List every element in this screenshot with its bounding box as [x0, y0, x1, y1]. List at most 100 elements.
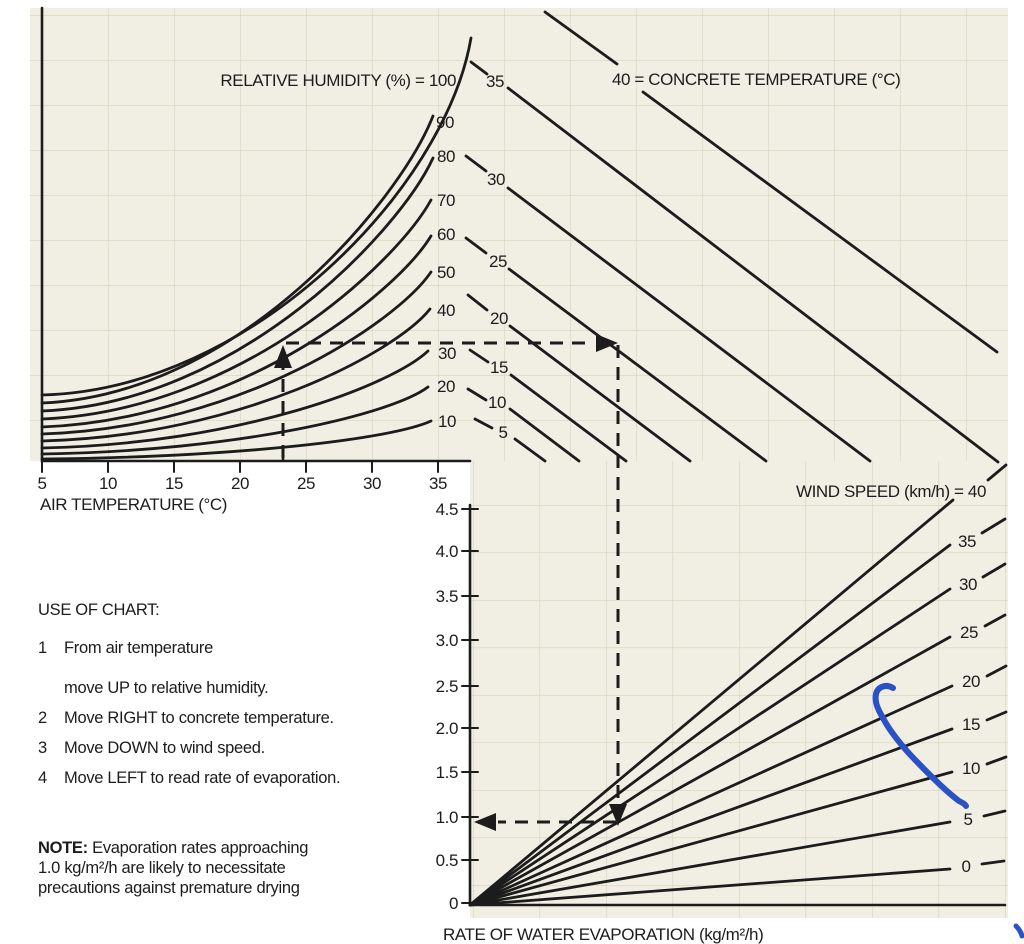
evap-tick-0.5: 0.5 — [436, 851, 458, 870]
concrete-label-30: 30 — [487, 170, 505, 189]
concrete-line-30 — [464, 154, 872, 463]
hand-drawn-annotation — [872, 683, 969, 809]
down-arrow-icon — [609, 804, 627, 826]
humidity-curve-30 — [40, 349, 430, 450]
humidity-curve-70 — [40, 198, 433, 421]
item-2-number: 2 — [38, 709, 47, 727]
concrete-label-20: 20 — [490, 309, 508, 328]
air-temp-tick-10: 10 — [99, 474, 117, 493]
wind-label-20: 20 — [962, 672, 980, 691]
wind-label-25: 25 — [960, 623, 978, 642]
humidity-curve-80 — [40, 156, 435, 413]
note-line-2: 1.0 kg/m²/h are likely to necessitate — [38, 859, 286, 877]
humidity-label-90: 90 — [436, 113, 454, 132]
evap-tick-2.0: 2.0 — [436, 719, 458, 738]
wind-line-15 — [468, 710, 1008, 907]
wind-line-0 — [468, 859, 1006, 907]
top-chart: RELATIVE HUMIDITY (%) = 100 40 = CONCRET… — [37, 6, 1000, 514]
concrete-label-15: 15 — [490, 358, 508, 377]
concrete-temp-lines — [464, 10, 1000, 464]
humidity-title: RELATIVE HUMIDITY (%) = 100 — [220, 71, 456, 90]
evap-tick-2.5: 2.5 — [436, 677, 458, 696]
humidity-curve-60 — [40, 234, 433, 429]
instruction-item-1: 1 From air temperature move UP to relati… — [38, 638, 418, 698]
evap-tick-3.5: 3.5 — [436, 587, 458, 606]
air-temp-ticks — [41, 460, 439, 473]
bottom-paper-grid — [470, 461, 1008, 918]
concrete-line-35 — [469, 60, 1000, 464]
annotation-edge-mark — [1013, 923, 1024, 939]
evap-tick-1.5: 1.5 — [436, 763, 458, 782]
bottom-chart: WIND SPEED (km/h) = 40 35 30 25 20 15 10… — [436, 463, 1008, 944]
item-1-line-1: From air temperature — [64, 639, 213, 657]
instruction-item-3: 3 Move DOWN to wind speed. — [38, 738, 418, 758]
evap-tick-4.0: 4.0 — [436, 542, 458, 561]
air-temp-tick-15: 15 — [165, 474, 183, 493]
concrete-line-20 — [466, 293, 692, 463]
wind-line-10 — [468, 755, 1008, 907]
wind-label-15: 15 — [962, 715, 980, 734]
right-arrow-icon — [596, 334, 618, 352]
graph-paper — [30, 8, 1008, 918]
wind-line-5 — [468, 809, 1007, 907]
humidity-curve-100 — [40, 36, 473, 397]
air-temp-axis-label: AIR TEMPERATURE (°C) — [40, 495, 227, 514]
air-temp-tick-25: 25 — [297, 474, 315, 493]
humidity-label-60: 60 — [437, 225, 455, 244]
note-line-1: Evaporation rates approaching — [92, 839, 309, 857]
humidity-curve-90 — [40, 114, 435, 405]
humidity-label-10: 10 — [438, 412, 456, 431]
item-3-text: Move DOWN to wind speed. — [64, 739, 265, 757]
use-of-chart-heading: USE OF CHART: — [38, 601, 160, 619]
air-temp-tick-35: 35 — [429, 474, 447, 493]
item-2-text: Move RIGHT to concrete temperature. — [64, 709, 334, 727]
humidity-curve-10 — [40, 419, 433, 461]
wind-line-20 — [468, 664, 1008, 907]
concrete-label-25: 25 — [489, 252, 507, 271]
left-arrow-icon — [474, 813, 496, 831]
concrete-line-15 — [468, 348, 628, 463]
humidity-label-80: 80 — [437, 147, 455, 166]
wind-label-5: 5 — [963, 810, 972, 829]
evap-tick-0: 0 — [449, 894, 458, 913]
evap-tick-3.0: 3.0 — [436, 631, 458, 650]
note-label: NOTE: — [38, 839, 88, 857]
wind-line-25 — [468, 613, 1007, 907]
item-1-line-2: move UP to relative humidity. — [64, 679, 269, 697]
concrete-label-5: 5 — [498, 423, 507, 442]
wind-line-35 — [468, 517, 1007, 907]
use-of-chart-block: USE OF CHART: 1 From air temperature mov… — [38, 600, 418, 798]
concrete-label-10: 10 — [488, 393, 506, 412]
wind-label-0: 0 — [961, 857, 970, 876]
concrete-line-5 — [473, 417, 547, 463]
humidity-curve-20 — [40, 385, 430, 456]
air-temp-tick-30: 30 — [363, 474, 381, 493]
wind-label-35: 35 — [958, 532, 976, 551]
humidity-label-40: 40 — [437, 301, 455, 320]
wind-line-30 — [468, 562, 1007, 907]
item-1-number: 1 — [38, 639, 47, 657]
example-path — [274, 334, 627, 831]
humidity-curve-50 — [40, 270, 433, 436]
item-4-text: Move LEFT to read rate of evaporation. — [64, 769, 341, 787]
wind-title: WIND SPEED (km/h) = 40 — [796, 482, 986, 501]
concrete-title: 40 = CONCRETE TEMPERATURE (°C) — [612, 70, 900, 89]
wind-label-10: 10 — [962, 759, 980, 778]
humidity-label-20: 20 — [437, 377, 455, 396]
concrete-line-10 — [466, 387, 581, 463]
evap-tick-1.0: 1.0 — [436, 808, 458, 827]
air-temp-tick-5: 5 — [37, 474, 46, 493]
humidity-label-50: 50 — [437, 263, 455, 282]
instruction-item-4: 4 Move LEFT to read rate of evaporation. — [38, 768, 418, 788]
evap-axis-label: RATE OF WATER EVAPORATION (kg/m²/h) — [443, 925, 763, 944]
evap-tick-4.5: 4.5 — [436, 500, 458, 519]
humidity-label-30: 30 — [438, 344, 456, 363]
wind-line-40 — [468, 463, 1008, 907]
item-3-number: 3 — [38, 739, 47, 757]
note-block: NOTE: Evaporation rates approaching 1.0 … — [38, 838, 338, 898]
wind-speed-lines — [468, 463, 1008, 907]
evaporation-ticks — [461, 508, 479, 904]
item-1-text: From air temperature move UP to relative… — [64, 638, 269, 698]
up-arrow-icon — [274, 345, 292, 368]
